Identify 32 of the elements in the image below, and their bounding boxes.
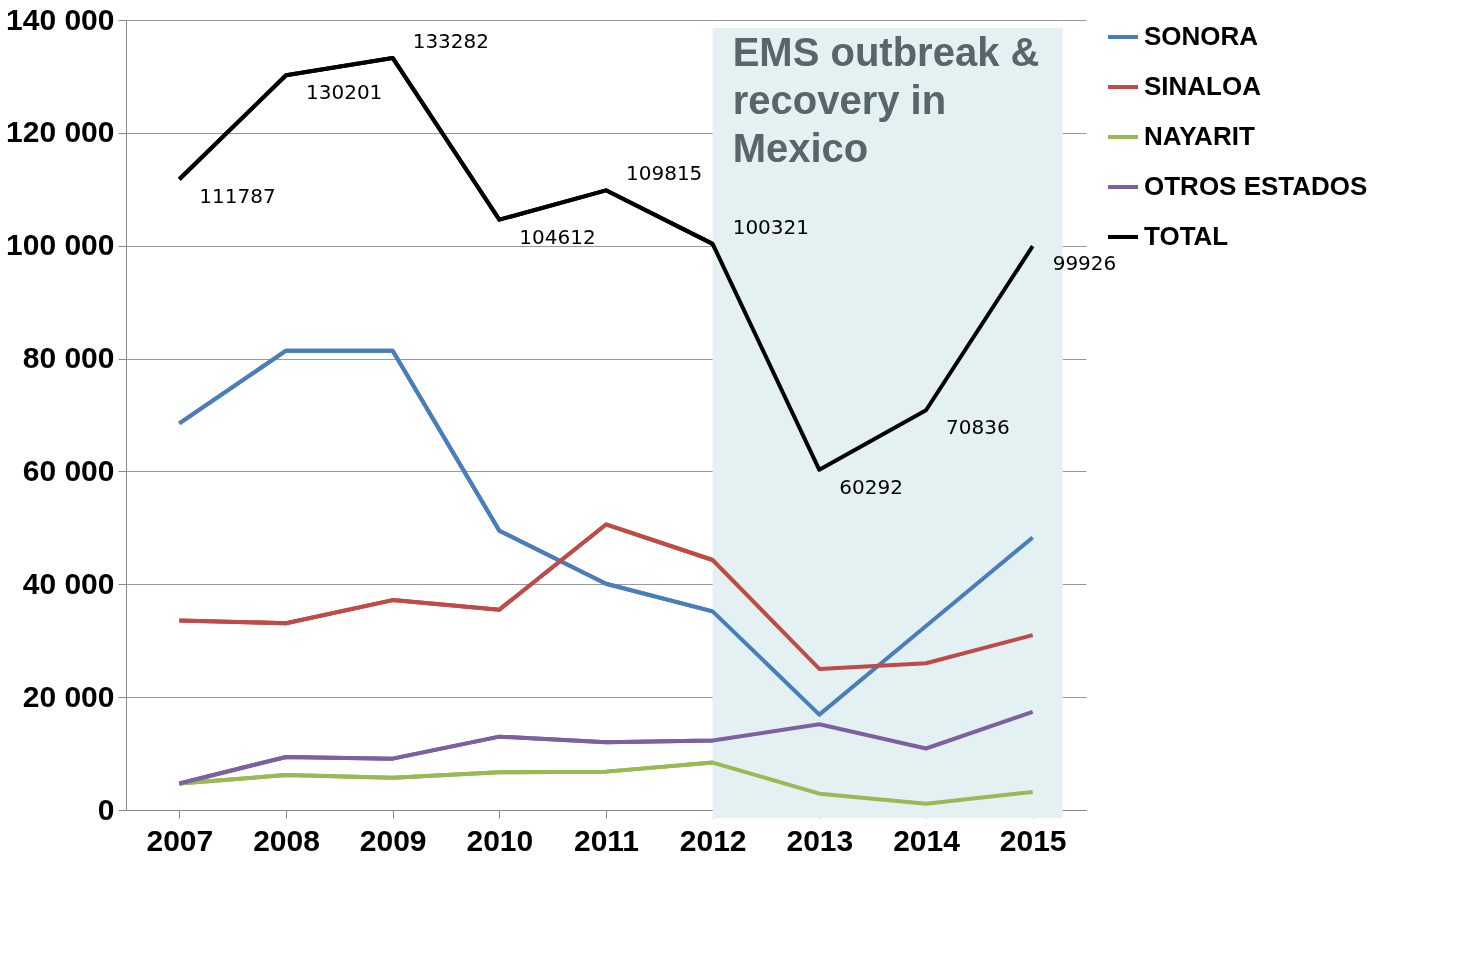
- y-tick-label: 80 000: [22, 341, 115, 375]
- data-label: 130201: [306, 80, 383, 105]
- data-label: 99926: [1052, 251, 1117, 276]
- legend-label: OTROS ESTADOS: [1144, 171, 1368, 201]
- y-tick-label: 140 000: [6, 2, 115, 36]
- x-tick-label: 2015: [999, 823, 1067, 857]
- legend-label: SONORA: [1144, 21, 1259, 51]
- x-tick-label: 2007: [146, 823, 214, 857]
- legend-label: SINALOA: [1144, 71, 1262, 101]
- data-label: 109815: [626, 161, 703, 186]
- data-label: 111787: [199, 184, 276, 209]
- data-label: 100321: [732, 214, 810, 239]
- x-tick-label: 2011: [573, 823, 640, 857]
- y-tick-label: 100 000: [6, 228, 115, 262]
- x-tick-label: 2013: [786, 823, 854, 857]
- x-tick-label: 2010: [466, 823, 534, 857]
- y-tick-label: 0: [97, 792, 115, 826]
- legend-label: TOTAL: [1144, 221, 1229, 251]
- x-tick-label: 2009: [359, 823, 427, 857]
- y-tick-label: 20 000: [22, 679, 115, 713]
- y-tick-label: 60 000: [22, 453, 115, 487]
- band-label: EMS outbreak & recovery in Mexico: [732, 30, 1040, 170]
- x-tick-label: 2008: [253, 823, 320, 857]
- legend-label: NAYARIT: [1144, 121, 1255, 151]
- data-label: 133282: [412, 28, 490, 53]
- data-label: 60292: [839, 474, 903, 499]
- data-label: 104612: [519, 224, 596, 249]
- y-tick-label: 40 000: [22, 566, 115, 600]
- y-tick-label: 120 000: [6, 115, 115, 149]
- x-tick-label: 2012: [679, 823, 747, 857]
- x-tick-label: 2014: [893, 823, 961, 857]
- data-label: 70836: [946, 415, 1010, 440]
